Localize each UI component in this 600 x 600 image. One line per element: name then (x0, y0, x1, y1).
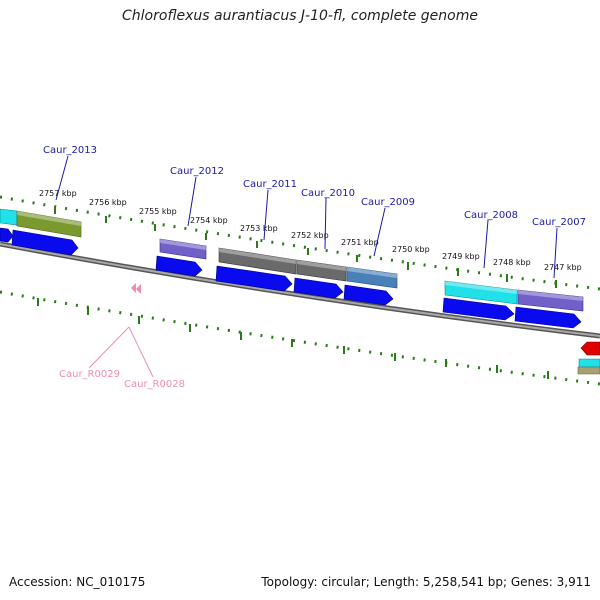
kbp-label: 2753 kbp (240, 224, 278, 233)
kbp-label: 2747 kbp (544, 263, 582, 272)
rna-label: Caur_R0029 (59, 369, 120, 380)
kbp-label: 2756 kbp (89, 198, 127, 207)
gene-box-caur-2011 (218, 247, 297, 275)
gene-label-leaders (55, 155, 558, 279)
gene-label: Caur_2010 (301, 188, 355, 199)
gene-box-caur-2010 (296, 259, 347, 282)
cds-arrow (514, 306, 582, 329)
gene-labels[interactable]: Caur_2013 Caur_2012 Caur_2011 Caur_2010 … (43, 145, 586, 228)
genome-title: Chloroflexus aurantiacus J-10-fl, comple… (122, 8, 478, 24)
cds-arrow (442, 297, 515, 321)
cds-arrow (11, 229, 79, 256)
rna-arrow-red (580, 341, 600, 356)
gene-box-olive-edge (577, 366, 600, 375)
gene-label: Caur_2008 (464, 210, 518, 221)
inner-major-ticks (37, 298, 549, 379)
kbp-label: 2748 kbp (493, 258, 531, 267)
gene-box-caur-2009 (346, 266, 398, 289)
rna-label: Caur_R0028 (124, 379, 185, 390)
topology-text: Topology: circular; Length: 5,258,541 bp… (261, 575, 591, 589)
cds-arrow (0, 227, 14, 243)
gene-label: Caur_2013 (43, 145, 97, 156)
gene-box-caur-2013 (16, 210, 82, 238)
cds-arrows[interactable] (0, 227, 582, 329)
cds-arrow (155, 255, 203, 277)
gene-box-cyan-edge (578, 358, 600, 368)
gene-features-upper[interactable] (0, 208, 584, 312)
outer-major-ticks (54, 207, 557, 288)
gene-box-caur-2008 (444, 280, 518, 305)
gene-box-caur-2012 (159, 238, 207, 260)
kbp-label: 2754 kbp (190, 216, 228, 225)
kbp-labels: 2757 kbp 2756 kbp 2755 kbp 2754 kbp 2753… (39, 189, 582, 272)
kbp-label: 2752 kbp (291, 231, 329, 240)
gene-box-cyan (0, 208, 18, 226)
rna-labels[interactable]: Caur_R0029 Caur_R0028 (59, 369, 185, 390)
cds-arrow (215, 265, 293, 292)
kbp-label: 2755 kbp (139, 207, 177, 216)
cds-arrow (343, 284, 394, 306)
kbp-label: 2751 kbp (341, 238, 379, 247)
rna-marker (131, 283, 136, 293)
accession-text: Accession: NC_010175 (9, 575, 146, 589)
gene-label: Caur_2011 (243, 179, 297, 190)
gene-box-caur-2007 (517, 289, 584, 312)
rna-marker (136, 284, 141, 294)
genome-backbone-highlight (0, 243, 600, 337)
gene-label: Caur_2007 (532, 217, 586, 228)
gene-label: Caur_2012 (170, 166, 224, 177)
kbp-label: 2749 kbp (442, 252, 480, 261)
right-edge-features[interactable] (577, 341, 600, 375)
rna-markers[interactable] (131, 283, 141, 294)
rna-label-leaders (88, 326, 154, 378)
kbp-label: 2750 kbp (392, 245, 430, 254)
gene-label: Caur_2009 (361, 197, 415, 208)
cds-arrow (293, 277, 344, 299)
